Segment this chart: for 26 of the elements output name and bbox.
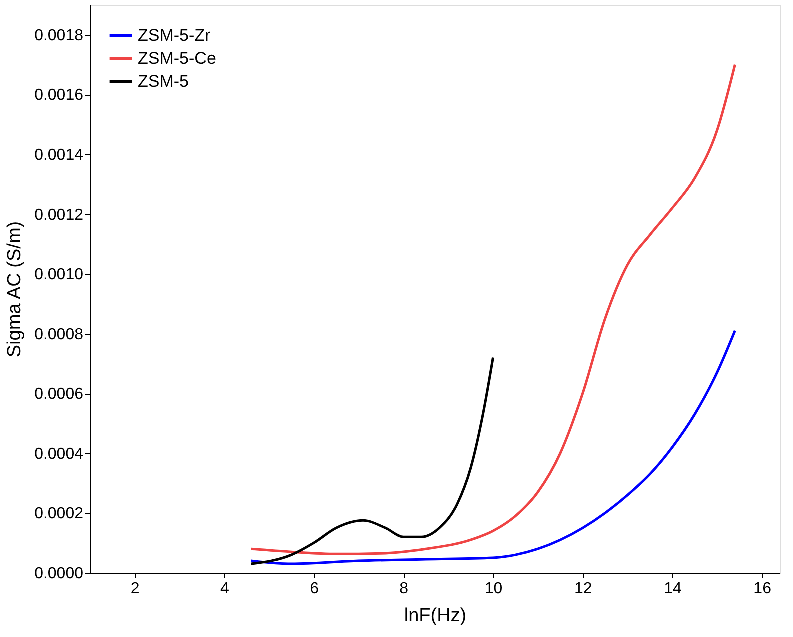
legend-label: ZSM-5-Ce — [138, 49, 216, 68]
y-tick-label: 0.0004 — [34, 446, 84, 463]
y-tick-label: 0.0014 — [34, 146, 84, 164]
x-tick-label: 4 — [220, 580, 230, 598]
y-axis-title: Sigma AC (S/m) — [4, 221, 26, 358]
x-tick-label: 2 — [130, 580, 140, 598]
x-tick-label: 6 — [310, 580, 320, 598]
x-tick-label: 16 — [754, 580, 772, 598]
y-tick-label: 0.0016 — [34, 87, 84, 104]
x-tick-label: 12 — [574, 580, 592, 598]
legend-label: ZSM-5 — [138, 72, 189, 91]
y-tick-label: 0.0006 — [34, 386, 84, 404]
y-tick-label: 0.0002 — [34, 506, 84, 523]
x-tick-label: 10 — [484, 580, 503, 598]
y-tick-label: 0.0008 — [34, 326, 84, 344]
y-tick-label: 0.0018 — [34, 27, 84, 44]
x-tick-label: 8 — [400, 580, 409, 598]
y-tick-label: 0.0012 — [34, 206, 84, 224]
x-tick-label: 14 — [664, 580, 682, 598]
legend-label: ZSM-5-Zr — [138, 26, 212, 45]
y-tick-label: 0.0000 — [34, 566, 84, 582]
line-series — [250, 356, 494, 566]
line-series — [250, 330, 736, 566]
line-series — [250, 64, 736, 556]
x-axis-title: lnF(Hz) — [404, 606, 467, 626]
y-tick-label: 0.0010 — [34, 266, 84, 284]
